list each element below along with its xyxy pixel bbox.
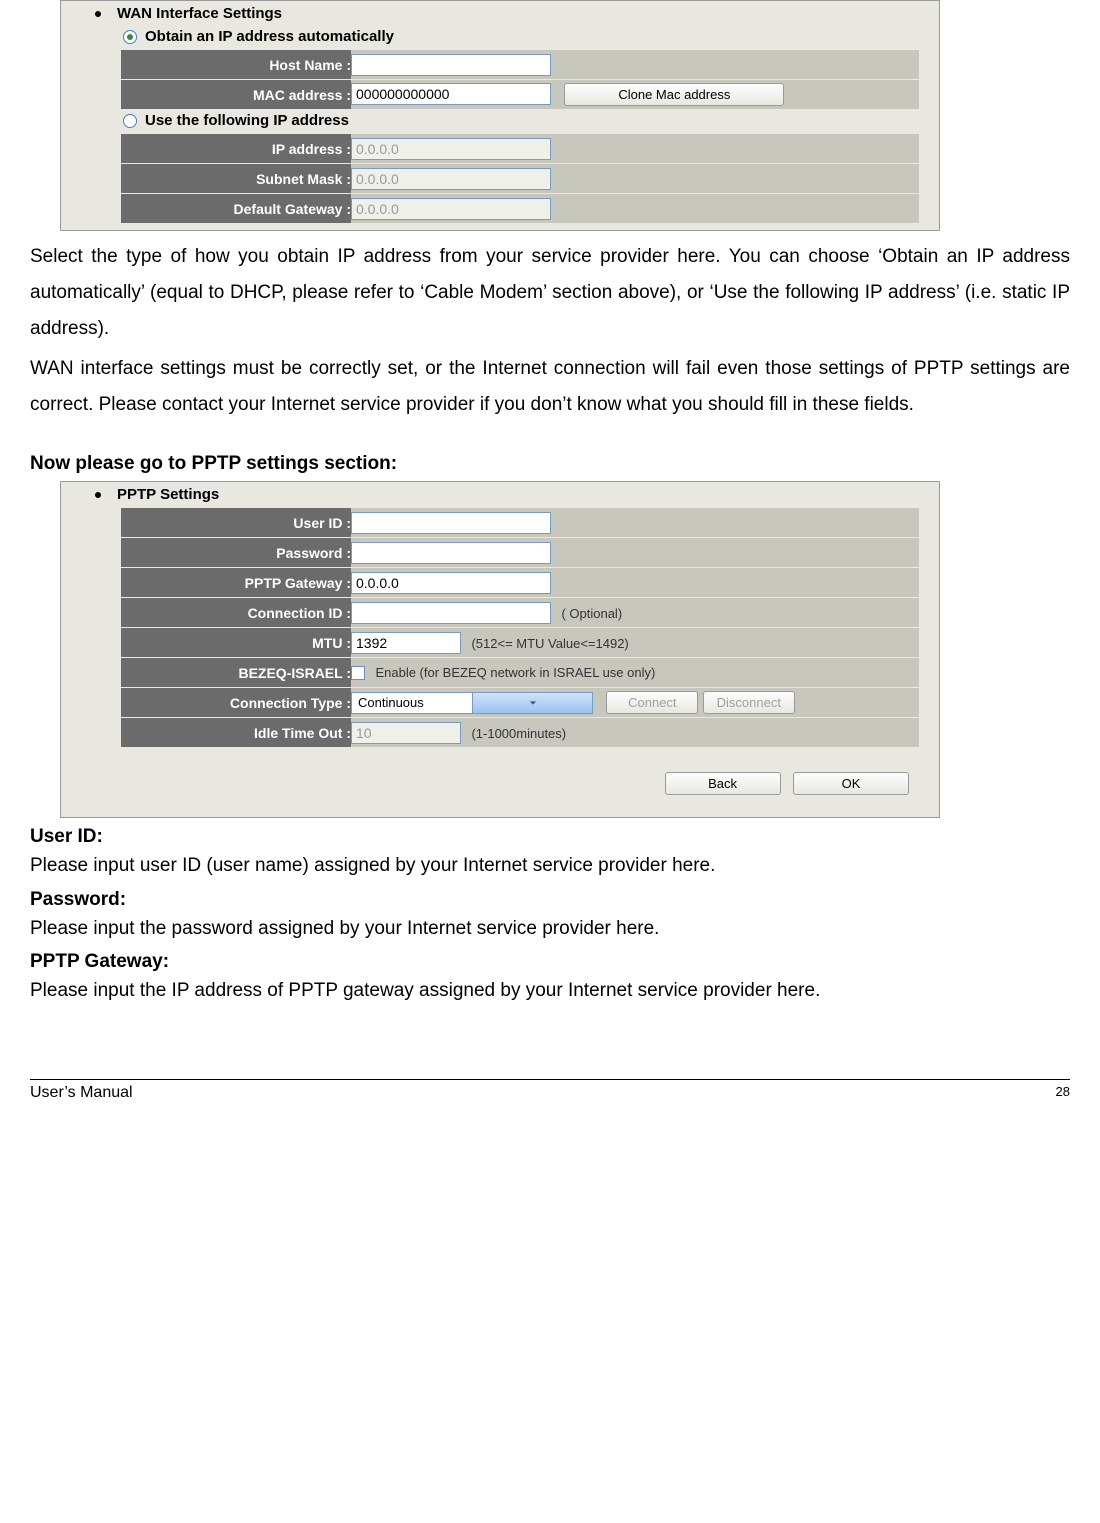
table-row: BEZEQ-ISRAEL : Enable (for BEZEQ network… bbox=[121, 658, 919, 687]
radio-auto-label: Obtain an IP address automatically bbox=[145, 28, 394, 45]
gateway-label: Default Gateway : bbox=[121, 194, 351, 223]
table-row: PPTP Gateway : bbox=[121, 568, 919, 597]
idle-label: Idle Time Out : bbox=[121, 718, 351, 747]
bullet-icon bbox=[95, 492, 101, 498]
def-user-id-desc: Please input user ID (user name) assigne… bbox=[30, 848, 1070, 884]
pptp-gateway-input[interactable] bbox=[351, 572, 551, 594]
pptp-settings-panel: PPTP Settings User ID : Password : PPTP … bbox=[60, 481, 940, 818]
def-gateway-term: PPTP Gateway: bbox=[30, 951, 1070, 973]
footer-page-number: 28 bbox=[1056, 1084, 1070, 1102]
footer-manual-label: User’s Manual bbox=[30, 1084, 133, 1102]
table-row: User ID : bbox=[121, 508, 919, 537]
table-row: MAC address : Clone Mac address bbox=[121, 80, 919, 109]
panel-footer-buttons: Back OK bbox=[61, 748, 939, 795]
wan-title-text: WAN Interface Settings bbox=[117, 5, 282, 22]
idle-input[interactable] bbox=[351, 722, 461, 744]
mtu-input[interactable] bbox=[351, 632, 461, 654]
clone-mac-button[interactable]: Clone Mac address bbox=[564, 83, 784, 106]
bullet-icon bbox=[95, 11, 101, 17]
mtu-note: (512<= MTU Value<=1492) bbox=[471, 636, 628, 651]
conn-type-label: Connection Type : bbox=[121, 688, 351, 717]
mac-label: MAC address : bbox=[121, 80, 351, 109]
paragraph-1: Select the type of how you obtain IP add… bbox=[30, 239, 1070, 347]
table-row: Password : bbox=[121, 538, 919, 567]
mtu-label: MTU : bbox=[121, 628, 351, 657]
table-row: IP address : bbox=[121, 134, 919, 163]
conn-type-select[interactable]: Continuous bbox=[351, 692, 593, 714]
definitions-block: User ID: Please input user ID (user name… bbox=[30, 826, 1070, 1008]
bezeq-checkbox[interactable] bbox=[351, 666, 365, 680]
chevron-down-icon bbox=[472, 693, 592, 713]
table-row: Connection Type : Continuous Connect Dis… bbox=[121, 688, 919, 717]
user-id-input[interactable] bbox=[351, 512, 551, 534]
conn-id-note: ( Optional) bbox=[561, 606, 622, 621]
radio-icon bbox=[123, 30, 137, 44]
def-user-id-term: User ID: bbox=[30, 826, 1070, 848]
password-label: Password : bbox=[121, 538, 351, 567]
conn-type-value: Continuous bbox=[352, 695, 472, 710]
subnet-input[interactable] bbox=[351, 168, 551, 190]
radio-use-static[interactable]: Use the following IP address bbox=[61, 110, 939, 133]
radio-static-label: Use the following IP address bbox=[145, 112, 349, 129]
table-row: Default Gateway : bbox=[121, 194, 919, 223]
page-footer: User’s Manual 28 bbox=[30, 1079, 1070, 1102]
wan-panel-title: WAN Interface Settings bbox=[61, 1, 939, 26]
user-id-label: User ID : bbox=[121, 508, 351, 537]
conn-id-input[interactable] bbox=[351, 602, 551, 624]
radio-obtain-auto[interactable]: Obtain an IP address automatically bbox=[61, 26, 939, 49]
def-password-desc: Please input the password assigned by yo… bbox=[30, 911, 1070, 947]
gateway-input[interactable] bbox=[351, 198, 551, 220]
pptp-title-text: PPTP Settings bbox=[117, 486, 219, 503]
pptp-gateway-label: PPTP Gateway : bbox=[121, 568, 351, 597]
pptp-fields-table: User ID : Password : PPTP Gateway : Conn… bbox=[121, 507, 919, 748]
disconnect-button[interactable]: Disconnect bbox=[703, 691, 795, 714]
wan-settings-panel: WAN Interface Settings Obtain an IP addr… bbox=[60, 0, 940, 231]
conn-id-label: Connection ID : bbox=[121, 598, 351, 627]
auto-fields-table: Host Name : MAC address : Clone Mac addr… bbox=[121, 49, 919, 110]
def-password-term: Password: bbox=[30, 889, 1070, 911]
table-row: Connection ID : ( Optional) bbox=[121, 598, 919, 627]
radio-icon bbox=[123, 114, 137, 128]
table-row: Host Name : bbox=[121, 50, 919, 79]
host-name-input[interactable] bbox=[351, 54, 551, 76]
table-row: Idle Time Out : (1-1000minutes) bbox=[121, 718, 919, 747]
connect-button[interactable]: Connect bbox=[606, 691, 698, 714]
mac-cell: Clone Mac address bbox=[351, 80, 919, 109]
ok-button[interactable]: OK bbox=[793, 772, 909, 795]
host-name-cell bbox=[351, 50, 919, 79]
subnet-label: Subnet Mask : bbox=[121, 164, 351, 193]
pptp-panel-title: PPTP Settings bbox=[61, 482, 939, 507]
def-gateway-desc: Please input the IP address of PPTP gate… bbox=[30, 973, 1070, 1009]
ip-label: IP address : bbox=[121, 134, 351, 163]
static-fields-table: IP address : Subnet Mask : Default Gatew… bbox=[121, 133, 919, 224]
table-row: MTU : (512<= MTU Value<=1492) bbox=[121, 628, 919, 657]
table-row: Subnet Mask : bbox=[121, 164, 919, 193]
paragraph-2: WAN interface settings must be correctly… bbox=[30, 351, 1070, 423]
password-input[interactable] bbox=[351, 542, 551, 564]
host-name-label: Host Name : bbox=[121, 50, 351, 79]
bezeq-label: BEZEQ-ISRAEL : bbox=[121, 658, 351, 687]
goto-heading: Now please go to PPTP settings section: bbox=[30, 453, 1070, 475]
idle-note: (1-1000minutes) bbox=[471, 726, 566, 741]
mac-input[interactable] bbox=[351, 83, 551, 105]
back-button[interactable]: Back bbox=[665, 772, 781, 795]
ip-input[interactable] bbox=[351, 138, 551, 160]
bezeq-note: Enable (for BEZEQ network in ISRAEL use … bbox=[375, 665, 655, 680]
